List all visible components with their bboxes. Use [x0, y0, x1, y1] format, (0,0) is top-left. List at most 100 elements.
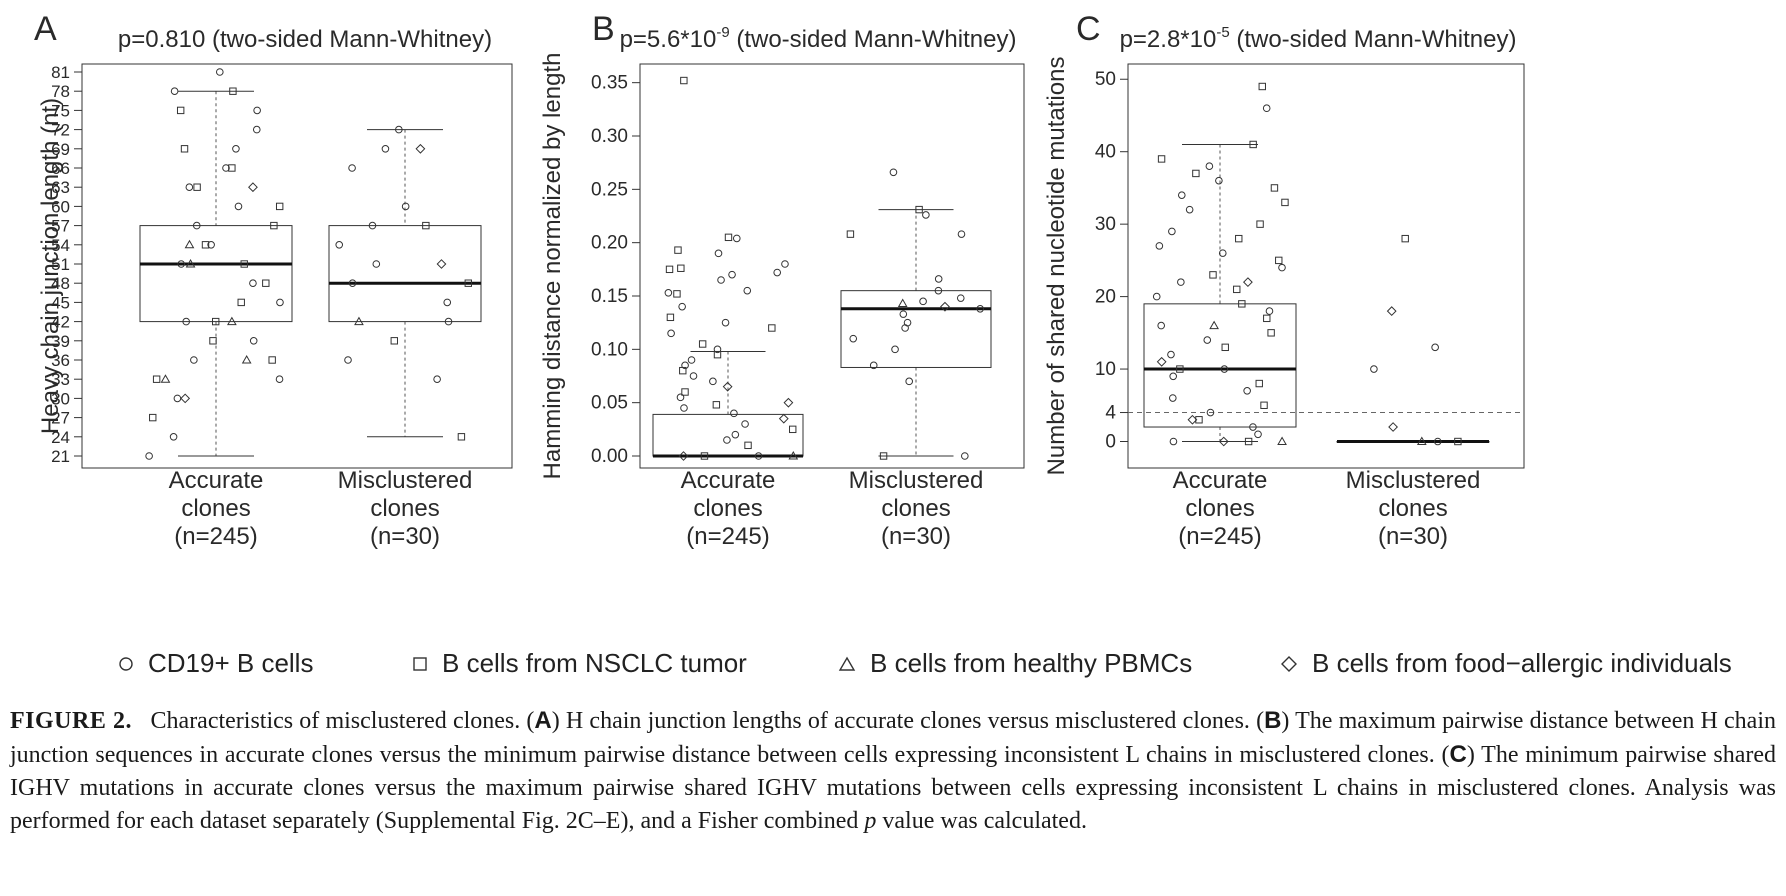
data-point-triangle — [1416, 436, 1427, 446]
x-category-label: Misclustered — [849, 467, 984, 494]
y-tick-label: 54 — [51, 236, 70, 255]
data-point-circle — [169, 433, 178, 441]
data-point-circle — [335, 241, 344, 249]
data-point-triangle — [788, 450, 799, 460]
data-point-circle — [922, 211, 930, 219]
data-point-circle — [401, 202, 410, 211]
data-point-square — [464, 279, 472, 287]
data-point-circle — [731, 430, 740, 439]
data-point-square — [700, 452, 709, 460]
data-point-circle — [687, 356, 696, 364]
data-point-circle — [891, 345, 899, 354]
data-point-circle — [1206, 408, 1215, 417]
panel-label: A — [34, 10, 57, 48]
data-point-square — [1281, 198, 1289, 207]
y-tick-label: 60 — [51, 197, 70, 216]
data-point-square — [846, 230, 855, 238]
data-point-circle — [275, 375, 284, 384]
y-tick-label: 0.00 — [591, 446, 628, 467]
caption-panel-label: C — [1449, 741, 1467, 768]
y-tick-label: 72 — [51, 121, 70, 140]
caption-text: ) H chain junction lengths of accurate c… — [551, 708, 1265, 734]
data-point-square — [1176, 365, 1184, 373]
data-point-square — [1258, 82, 1266, 91]
plot-frame — [639, 63, 1025, 469]
y-axis-label: Number of shared nucleotide mutations — [1043, 57, 1070, 476]
data-point-circle — [433, 375, 441, 384]
figure-caption: FIGURE 2. Characteristics of misclustere… — [10, 704, 1776, 838]
data-point-square — [680, 76, 688, 85]
data-point-circle — [717, 276, 725, 284]
data-point-circle — [1155, 242, 1164, 250]
data-point-diamond — [940, 301, 950, 312]
data-point-circle — [709, 377, 717, 386]
data-point-circle — [741, 420, 749, 428]
data-point-circle — [170, 87, 179, 95]
y-tick-label: 66 — [51, 159, 70, 178]
data-point-diamond — [180, 393, 191, 404]
data-point-square — [422, 221, 430, 230]
y-tick-label: 27 — [51, 409, 70, 428]
data-point-circle — [869, 361, 878, 370]
data-point-circle — [192, 221, 201, 230]
data-point-circle — [1177, 191, 1186, 199]
data-point-circle — [1185, 205, 1194, 214]
data-point-square — [677, 264, 685, 272]
data-point-circle — [1169, 437, 1178, 446]
y-tick-label: 24 — [51, 428, 70, 447]
data-point-circle — [182, 317, 190, 326]
data-point-diamond — [415, 143, 426, 154]
y-tick-label: 0.05 — [591, 393, 628, 414]
data-point-circle — [395, 125, 403, 134]
x-category-label: (n=245) — [174, 523, 257, 550]
panel-title: p=5.6*10-9 (two-sided Mann-Whitney) — [620, 24, 1017, 53]
legend: CD19+ B cells B cells from NSCLC tumor B… — [0, 648, 1786, 688]
data-point-square — [1233, 285, 1241, 294]
y-tick-label: 0.35 — [591, 73, 628, 94]
data-point-circle — [713, 345, 722, 354]
data-point-circle — [934, 275, 943, 283]
box-body — [1143, 303, 1297, 428]
data-point-diamond — [778, 413, 789, 424]
data-point-square — [228, 164, 236, 172]
data-point-circle — [1152, 292, 1161, 301]
data-point-square — [744, 441, 752, 450]
data-point-circle — [216, 68, 224, 76]
y-axis-label: Heavy chain junction length (nt) — [37, 98, 64, 434]
data-point-diamond — [1218, 436, 1229, 447]
data-point-circle — [957, 230, 966, 238]
points-group-0 — [1152, 82, 1289, 447]
x-category-label: (n=30) — [881, 523, 951, 550]
data-point-circle — [754, 452, 763, 460]
y-tick-label: 21 — [51, 447, 70, 466]
x-category-label: (n=30) — [1378, 523, 1448, 550]
legend-label: B cells from NSCLC tumor — [442, 648, 747, 678]
data-point-circle — [1278, 263, 1286, 272]
data-point-diamond — [783, 397, 794, 408]
data-point-circle — [1167, 350, 1175, 359]
data-point-square — [712, 401, 721, 409]
y-tick-label: 20 — [1095, 287, 1116, 308]
plot-frame — [1127, 63, 1525, 469]
data-point-square — [237, 298, 245, 307]
data-point-circle — [1249, 423, 1257, 431]
data-point-circle — [664, 289, 673, 297]
data-point-square — [666, 313, 675, 322]
y-tick-label: 33 — [51, 370, 70, 389]
y-axis-label: Hamming distance normalized by length — [539, 53, 566, 480]
legend-label: B cells from healthy PBMCs — [870, 648, 1193, 678]
y-tick-label: 0.20 — [591, 233, 628, 254]
caption-text: ) The minimum pairwise shared IGHV mutat… — [10, 742, 1776, 834]
data-point-circle — [249, 279, 257, 288]
data-point-square — [229, 87, 237, 95]
y-tick-label: 57 — [51, 217, 70, 236]
box-body — [328, 225, 482, 323]
data-point-circle — [372, 260, 381, 268]
legend-label: B cells from food−allergic individuals — [1312, 648, 1732, 678]
data-point-circle — [185, 183, 194, 191]
data-point-circle — [207, 241, 215, 249]
data-point-square — [698, 340, 707, 348]
data-point-square — [1192, 169, 1200, 178]
data-point-circle — [1169, 394, 1177, 402]
